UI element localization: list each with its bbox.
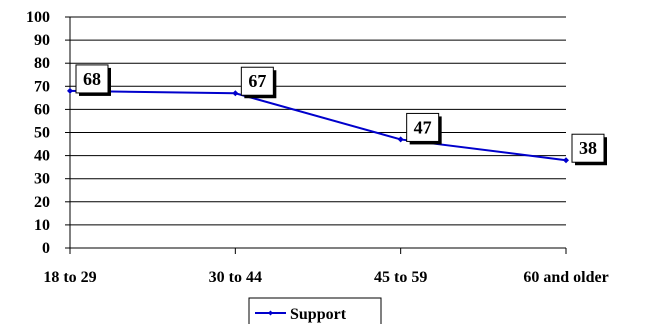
x-tick-label: 45 to 59	[374, 269, 427, 286]
data-point	[67, 87, 73, 94]
y-tick-label: 50	[34, 125, 50, 142]
data-label-text: 47	[414, 117, 432, 137]
y-tick-label: 20	[34, 194, 50, 211]
data-label: 47	[406, 112, 442, 145]
x-axis-tick-labels: 18 to 29 30 to 44 45 to 59 60 and older	[43, 269, 608, 286]
data-label: 68	[75, 64, 111, 96]
x-tick-label: 18 to 29	[43, 269, 96, 286]
x-tick-label: 60 and older	[523, 269, 608, 286]
data-label: 38	[571, 133, 607, 166]
y-tick-label: 60	[34, 101, 50, 118]
data-label-text: 38	[579, 138, 597, 158]
x-tick-label: 30 to 44	[209, 269, 262, 286]
y-tick-label: 10	[34, 217, 50, 234]
data-labels: 68 67 47 38	[75, 64, 607, 166]
y-tick-label: 40	[34, 148, 50, 165]
data-point	[563, 157, 569, 164]
legend: Support	[248, 297, 382, 324]
y-tick-label: 100	[26, 9, 50, 26]
legend-label: Support	[290, 306, 347, 323]
y-tick-label: 90	[34, 32, 50, 49]
data-point	[397, 136, 404, 143]
data-label-box	[406, 112, 440, 142]
y-tick-label: 70	[34, 78, 50, 95]
data-label: 67	[240, 66, 277, 99]
gridlines	[70, 16, 566, 226]
data-label-box	[75, 64, 109, 94]
data-label-box	[571, 133, 605, 163]
y-axis-tick-labels: 0 10 20 30 40 50 60 70 80 90 100	[26, 9, 50, 257]
y-tick-label: 30	[34, 171, 50, 188]
legend-marker	[268, 310, 273, 316]
data-point	[232, 90, 239, 97]
data-label-box	[240, 66, 274, 96]
series-support	[67, 87, 569, 164]
data-label-text: 68	[83, 69, 101, 89]
y-tick-label: 80	[34, 55, 50, 72]
axes	[65, 16, 567, 254]
series-line	[69, 89, 567, 162]
data-label-text: 67	[248, 71, 266, 91]
y-tick-label: 0	[42, 240, 50, 257]
